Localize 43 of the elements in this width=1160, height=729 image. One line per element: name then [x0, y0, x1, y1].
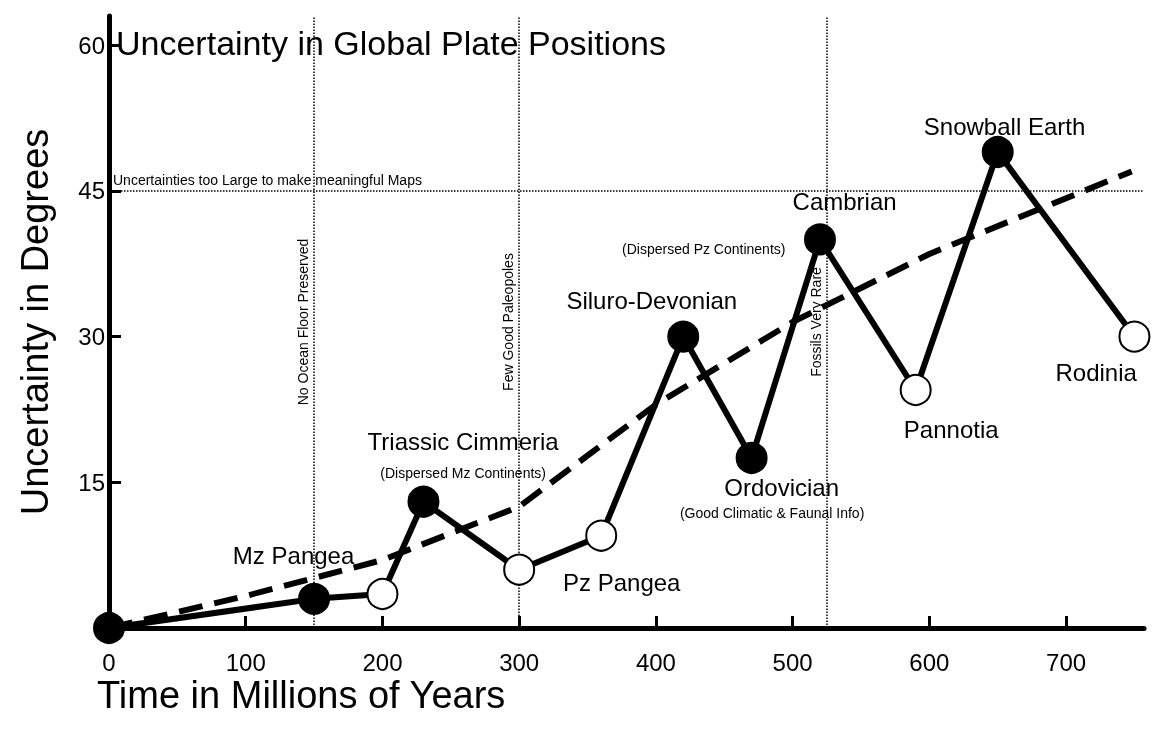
ref-line-label: Few Good Paleopoles: [500, 253, 517, 391]
annotation: (Dispersed Mz Continents): [380, 464, 546, 481]
x-tick-label: 700: [1046, 648, 1087, 676]
annotation: Pannotia: [903, 416, 1000, 444]
x-tick-label: 200: [362, 648, 403, 676]
point: [899, 374, 932, 406]
point: [1118, 320, 1151, 353]
y-tick-label: 60: [78, 31, 105, 59]
annotation: Pz Pangea: [563, 568, 682, 596]
y-axis-title: Uncertainty in Degrees: [14, 128, 56, 516]
point: [804, 223, 836, 256]
point: [735, 442, 768, 474]
point: [667, 320, 700, 353]
annotation: Siluro-Devonian: [566, 287, 738, 315]
point: [585, 519, 618, 552]
point: [298, 582, 331, 615]
x-tick-label: 100: [225, 648, 266, 676]
x-tick-label: 600: [909, 648, 950, 676]
point: [503, 553, 536, 586]
annotation: Rodinia: [1055, 359, 1138, 387]
x-tick-label: 500: [772, 648, 813, 676]
point: [981, 136, 1014, 168]
annotation: Cambrian: [792, 188, 897, 216]
y-tick-label: 45: [78, 177, 105, 205]
ref-line-label: No Ocean Floor Preserved: [295, 238, 312, 406]
ref-line-label: Fossils Very Rare: [807, 266, 824, 377]
ref-line-label: Uncertainties too Large to make meaningful Maps: [113, 171, 422, 188]
annotation: Ordovician: [724, 473, 840, 501]
point: [407, 485, 440, 518]
y-tick-label: 15: [78, 468, 105, 496]
point: [93, 612, 125, 644]
x-axis-title: Time in Millions of Years: [97, 674, 506, 716]
y-tick-label: 30: [78, 323, 105, 351]
chart-title: Uncertainty in Global Plate Positions: [116, 24, 666, 62]
x-tick-label: 0: [102, 648, 116, 676]
annotation: Triassic Cimmeria: [367, 427, 560, 455]
annotation: Snowball Earth: [923, 113, 1086, 141]
point: [366, 578, 399, 610]
x-tick-label: 400: [635, 648, 676, 676]
annotation: (Good Climatic & Faunal Info): [679, 505, 865, 522]
annotation: Mz Pangea: [232, 541, 355, 569]
x-tick-label: 300: [499, 648, 540, 676]
annotation: (Dispersed Pz Continents): [622, 241, 786, 258]
